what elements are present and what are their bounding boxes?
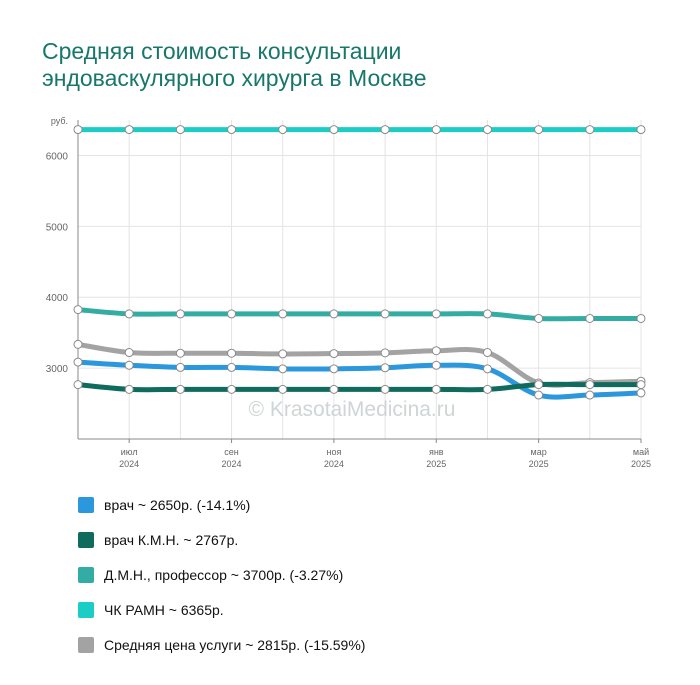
data-point [124, 360, 134, 370]
data-point [278, 125, 288, 135]
x-tick-label-year: 2025 [529, 459, 549, 469]
data-point [227, 125, 237, 135]
data-point [585, 125, 595, 135]
legend-swatch [78, 531, 94, 548]
data-point [482, 125, 492, 135]
data-point [534, 380, 544, 390]
data-point [636, 388, 646, 398]
data-point [380, 348, 390, 358]
y-tick-label: 6000 [46, 151, 69, 162]
data-point [482, 348, 492, 358]
x-tick-label-year: 2025 [631, 459, 651, 469]
data-point [431, 360, 441, 370]
data-point [482, 364, 492, 374]
data-point [278, 384, 288, 394]
data-point [431, 384, 441, 394]
y-unit-label: руб. [51, 116, 68, 126]
data-point [278, 309, 288, 319]
chart-title-line-1: Средняя стоимость консультации [42, 38, 402, 64]
legend-label: врач ~ 2650р. (-14.1%) [104, 496, 251, 513]
data-point [329, 364, 339, 374]
data-point [227, 362, 237, 372]
x-tick-label-year: 2025 [426, 459, 446, 469]
data-point [329, 125, 339, 135]
data-point [227, 309, 237, 319]
data-point [73, 380, 83, 390]
data-point [278, 349, 288, 359]
x-tick-label-month: сен [224, 447, 239, 457]
x-tick-label-month: июл [121, 447, 138, 457]
data-point [227, 384, 237, 394]
legend: врач ~ 2650р. (-14.1%) врач К.М.Н. ~ 2767… [78, 487, 365, 662]
legend-label: Средняя цена услуги ~ 2815р. (-15.59%) [104, 636, 366, 653]
data-point [636, 380, 646, 390]
legend-swatch [78, 496, 94, 513]
data-point [585, 313, 595, 323]
data-point [124, 309, 134, 319]
y-tick-label: 4000 [46, 293, 69, 304]
data-point [124, 384, 134, 394]
y-tick-label: 3000 [46, 364, 69, 375]
data-point [124, 125, 134, 135]
chart-title-line-2: эндоваскулярного хирурга в Москве [42, 65, 427, 91]
data-point [227, 348, 237, 358]
legend-label: Д.М.Н., профессор ~ 3700р. (-3.27%) [104, 566, 344, 583]
legend-item[interactable]: врач ~ 2650р. (-14.1%) [78, 487, 365, 522]
data-point [636, 125, 646, 135]
data-point [482, 309, 492, 319]
data-point [329, 309, 339, 319]
data-point [380, 363, 390, 373]
x-tick-label-month: май [633, 447, 649, 457]
series-line [75, 307, 644, 322]
legend-item[interactable]: врач К.М.Н. ~ 2767р. [78, 522, 365, 557]
data-point [175, 125, 185, 135]
data-point [175, 348, 185, 358]
legend-label: врач К.М.Н. ~ 2767р. [104, 531, 239, 548]
data-point [175, 384, 185, 394]
x-tick-label-month: мар [531, 447, 547, 457]
data-point [534, 390, 544, 400]
data-point [636, 313, 646, 323]
data-point [482, 384, 492, 394]
x-tick-label-year: 2024 [119, 459, 139, 469]
data-point [585, 390, 595, 400]
legend-item[interactable]: Средняя цена услуги ~ 2815р. (-15.59%) [78, 627, 365, 662]
data-point [175, 362, 185, 372]
data-point [329, 384, 339, 394]
y-tick-label: 5000 [46, 222, 69, 233]
data-point [175, 309, 185, 319]
data-point [278, 364, 288, 374]
data-point [585, 380, 595, 390]
line-chart: 6000 5000 4000 3000 руб. июл 2024 сен 2024 ноя 202… [46, 116, 651, 469]
x-tick-label-year: 2024 [222, 459, 242, 469]
watermark: © KrasotaiMedicina.ru [249, 398, 456, 421]
x-tick-label-year: 2024 [324, 459, 344, 469]
data-point [431, 125, 441, 135]
data-point [73, 125, 83, 135]
data-point [534, 125, 544, 135]
data-point [380, 309, 390, 319]
x-tick-label-month: ноя [326, 447, 341, 457]
data-point [124, 348, 134, 358]
data-point [380, 384, 390, 394]
legend-swatch [78, 601, 94, 618]
x-tick-label-month: янв [429, 447, 444, 457]
chart-title: Средняя стоимость консультации эндоваску… [42, 38, 427, 92]
data-point [431, 309, 441, 319]
legend-item[interactable]: ЧК РАМН ~ 6365р. [78, 592, 365, 627]
data-point [329, 349, 339, 359]
data-point [73, 357, 83, 367]
legend-swatch [78, 636, 94, 653]
data-point [73, 339, 83, 349]
legend-item[interactable]: Д.М.Н., профессор ~ 3700р. (-3.27%) [78, 557, 365, 592]
legend-swatch [78, 566, 94, 583]
data-point [431, 346, 441, 356]
data-point [534, 313, 544, 323]
legend-label: ЧК РАМН ~ 6365р. [104, 601, 224, 618]
data-point [380, 125, 390, 135]
data-point [73, 305, 83, 315]
